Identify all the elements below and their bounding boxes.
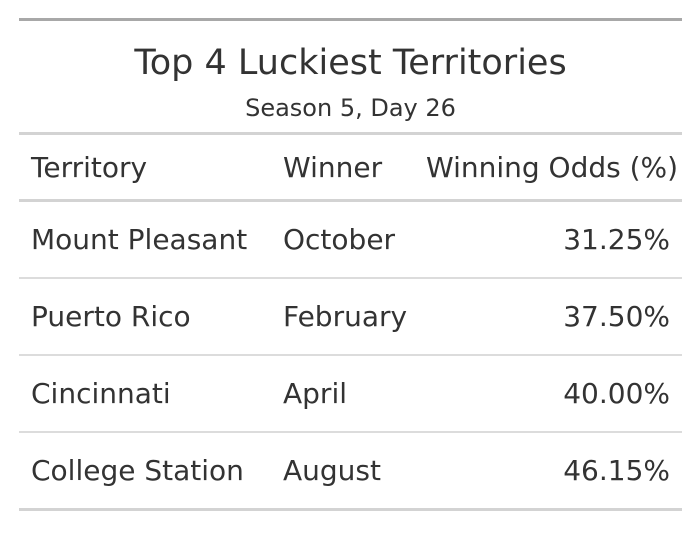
territory-cell: Cincinnati xyxy=(19,355,271,433)
territory-cell: Puerto Rico xyxy=(19,278,271,356)
odds-cell: 40.00% xyxy=(414,355,682,433)
table-row: College Station August 46.15% xyxy=(19,432,682,511)
top-rule xyxy=(19,18,682,21)
winner-cell: April xyxy=(271,355,414,433)
winner-cell: October xyxy=(271,200,414,279)
column-header-winning-odds: Winning Odds (%) xyxy=(414,135,682,202)
odds-cell: 31.25% xyxy=(414,200,682,279)
odds-cell: 46.15% xyxy=(414,432,682,511)
column-header-territory: Territory xyxy=(19,135,271,202)
table-row: Puerto Rico February 37.50% xyxy=(19,278,682,356)
winner-cell: August xyxy=(271,432,414,511)
table-title: Top 4 Luckiest Territories xyxy=(134,43,567,83)
table-row: Cincinnati April 40.00% xyxy=(19,355,682,433)
territory-cell: College Station xyxy=(19,432,271,511)
table-heading: Top 4 Luckiest Territories Season 5, Day… xyxy=(19,21,682,132)
column-header-winner: Winner xyxy=(271,135,414,202)
territory-cell: Mount Pleasant xyxy=(19,200,271,279)
table-row: Mount Pleasant October 31.25% xyxy=(19,200,682,279)
table-subtitle: Season 5, Day 26 xyxy=(245,94,456,122)
header-row: Territory Winner Winning Odds (%) xyxy=(19,135,682,202)
data-table: Territory Winner Winning Odds (%) Mount … xyxy=(19,135,682,511)
odds-cell: 37.50% xyxy=(414,278,682,356)
winner-cell: February xyxy=(271,278,414,356)
luckiest-territories-table: Top 4 Luckiest Territories Season 5, Day… xyxy=(19,18,682,511)
heading-rule xyxy=(19,132,682,135)
